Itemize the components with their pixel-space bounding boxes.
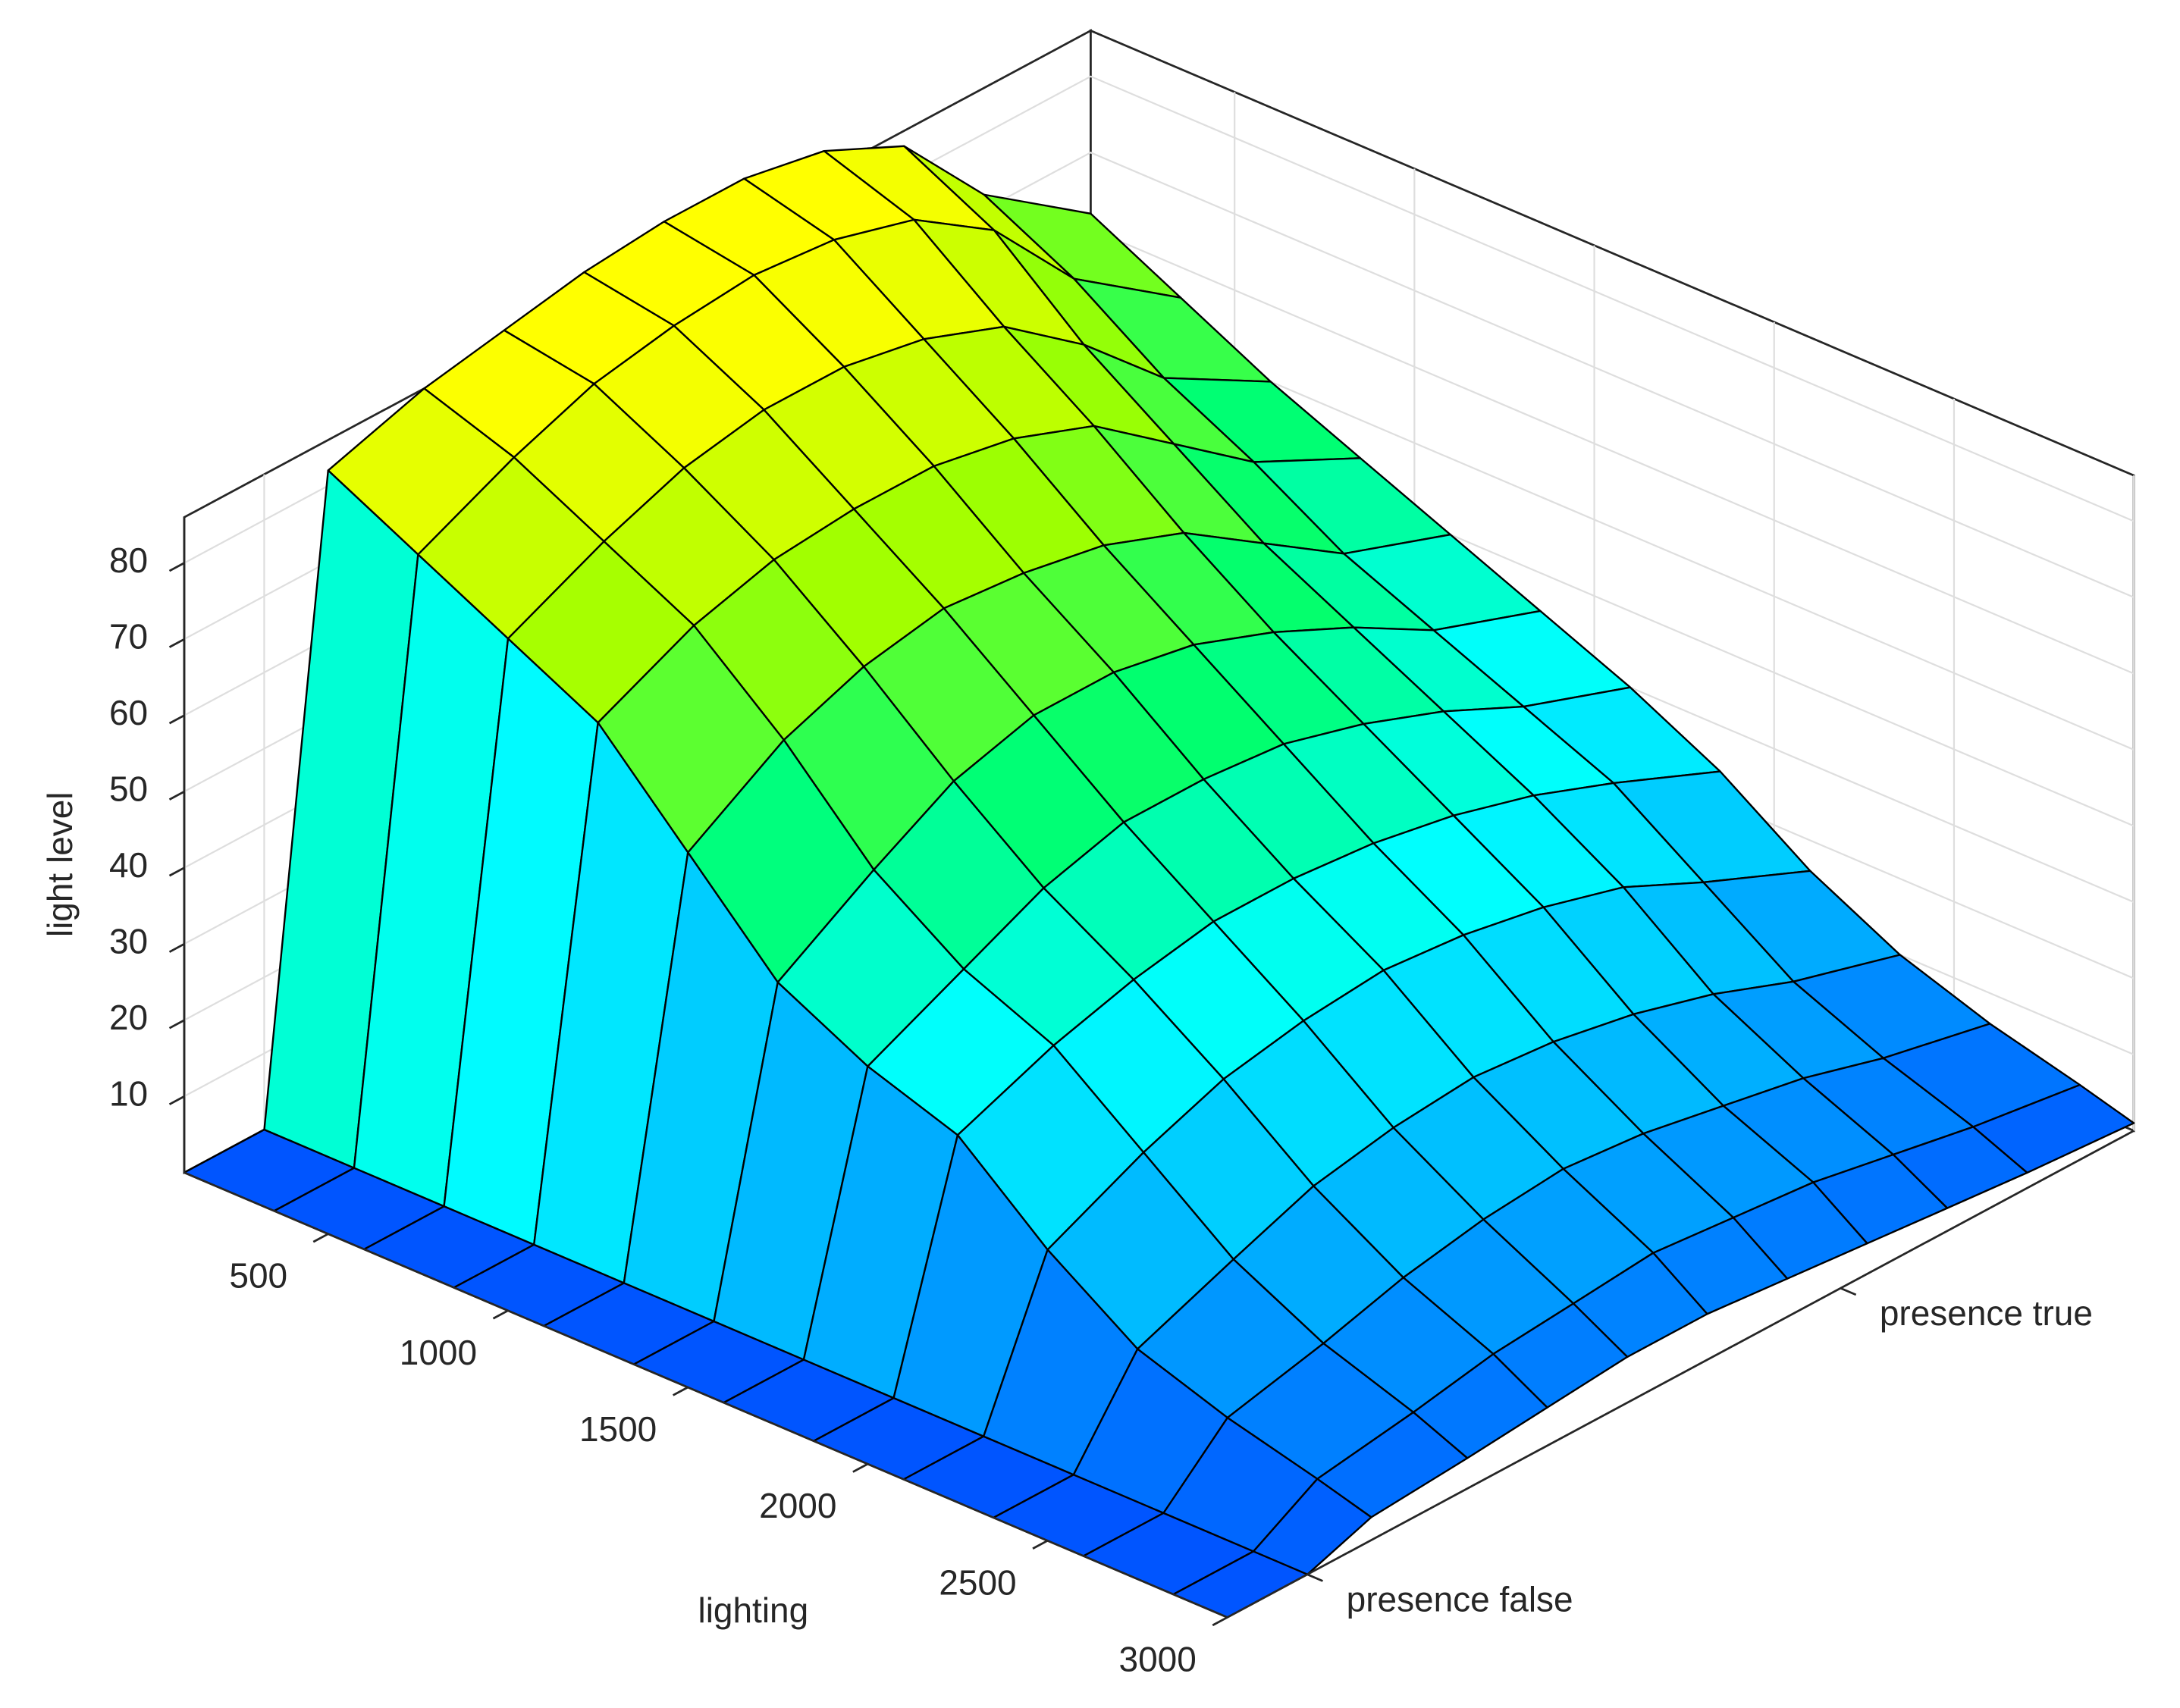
x-tick-label: 1500 [579,1409,657,1449]
x-tick [672,1386,689,1396]
y-tick [1306,1573,1323,1582]
x-tick-label: 3000 [1119,1639,1197,1678]
z-tick [168,790,185,801]
y-tick-label: presence true [1880,1293,2093,1333]
x-tick-label: 1000 [400,1333,477,1372]
x-tick-label: 2500 [939,1562,1016,1602]
z-tick [168,942,185,953]
x-axis-line [183,1171,1228,1619]
z-tick-label: 20 [109,998,148,1037]
x-tick [1032,1540,1049,1550]
y-tick-label: presence false [1347,1580,1573,1619]
y-tick [1840,1286,1857,1296]
z-tick [168,714,185,725]
x-tick [1212,1616,1228,1627]
z-tick [168,562,185,572]
z-tick [168,1095,185,1105]
z-tick-label: 50 [109,769,148,808]
y-axis-line [1227,1130,2135,1619]
x-tick-label: 500 [229,1256,287,1296]
axes: 500 1000 1500 2000 2500 3000 presence false pre… [109,517,2135,1678]
x-tick-label: 2000 [759,1486,836,1525]
x-tick [492,1309,509,1320]
z-tick [168,1019,185,1030]
x-tick [312,1233,329,1243]
z-axis-label: light level [40,791,80,937]
surface [183,145,2135,1619]
z-tick-label: 40 [109,845,148,885]
x-axis-label: lighting [698,1590,808,1630]
z-tick-label: 10 [109,1073,148,1113]
z-tick-label: 60 [109,693,148,732]
x-tick [852,1462,868,1473]
z-tick-label: 70 [109,616,148,656]
z-tick [168,867,185,877]
z-tick [168,638,185,648]
z-tick-label: 30 [109,921,148,961]
z-tick-label: 80 [109,541,148,580]
